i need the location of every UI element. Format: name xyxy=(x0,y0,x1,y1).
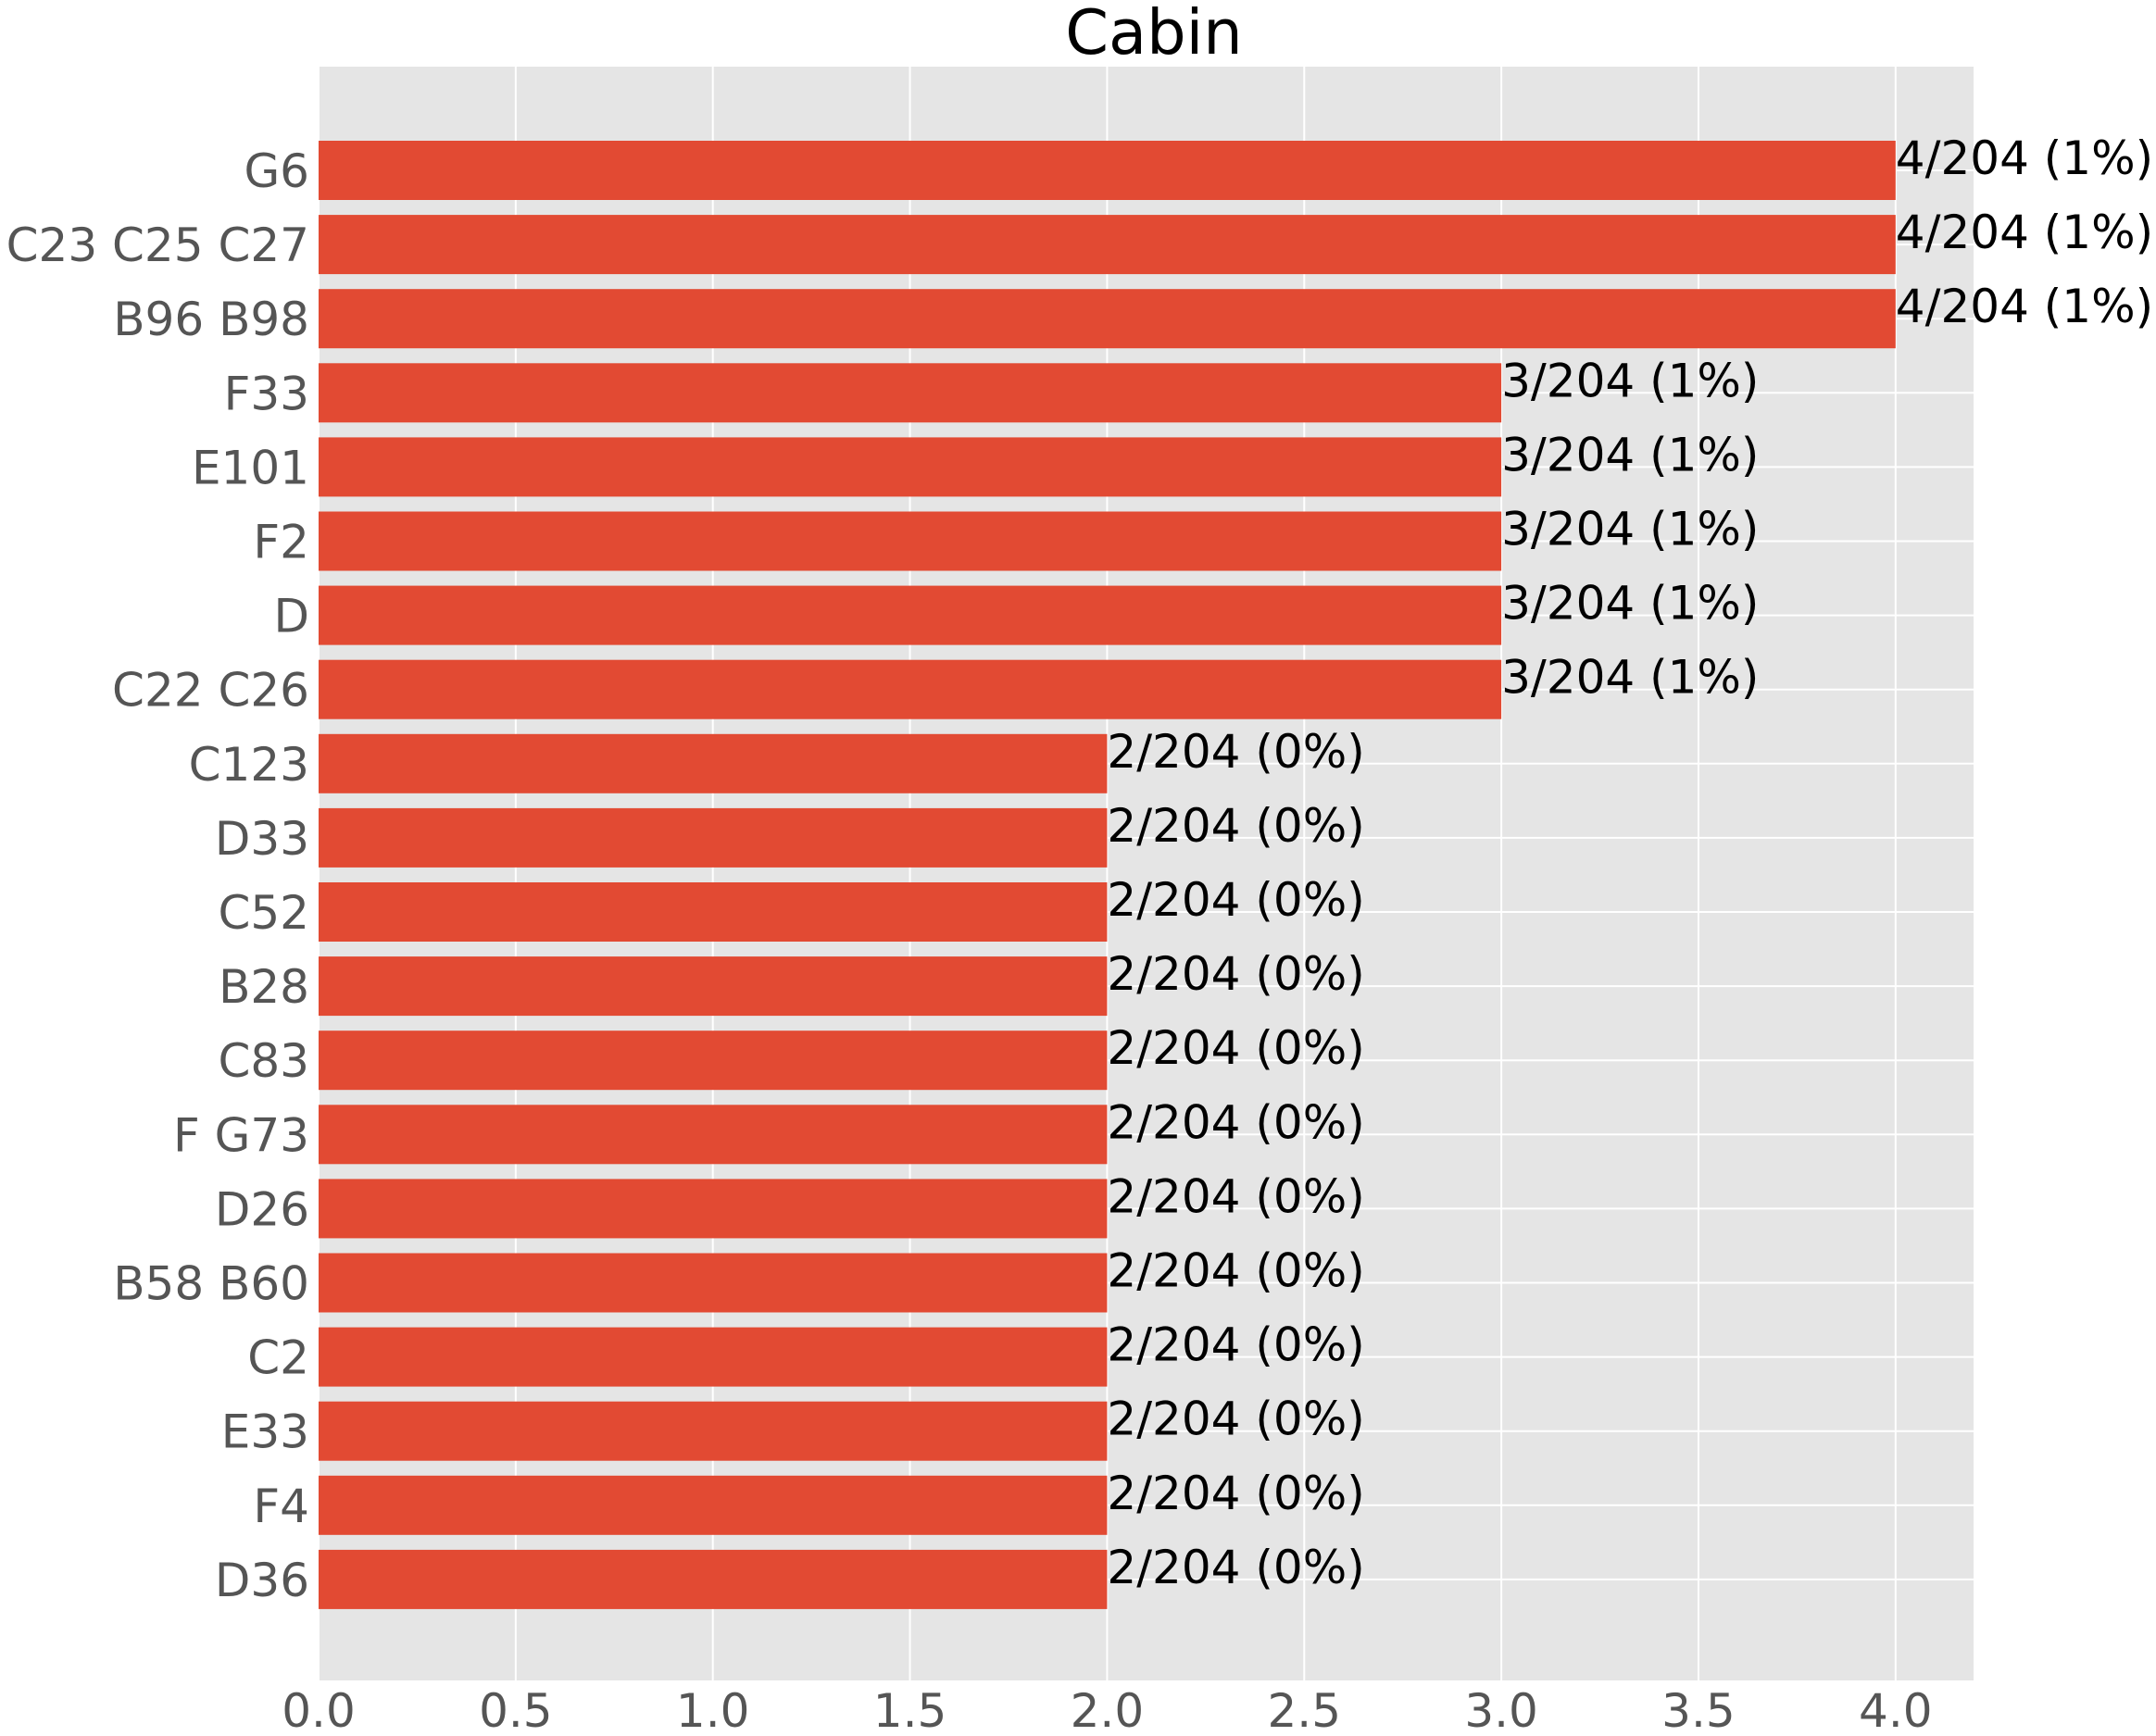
data-label: 3/204 (1%) xyxy=(1501,354,1759,407)
y-tick-label: C83 xyxy=(218,1034,309,1088)
data-label: 2/204 (0%) xyxy=(1107,799,1364,853)
bar xyxy=(319,1179,1108,1239)
bar xyxy=(319,215,1896,275)
x-tick-label: 1.0 xyxy=(676,1684,750,1736)
bar xyxy=(319,141,1896,200)
y-tick-label: E101 xyxy=(192,441,309,494)
data-label: 2/204 (0%) xyxy=(1107,873,1364,927)
data-labels: 4/204 (1%) 4/204 (1%) 4/204 (1%) 3/204 (1%)… xyxy=(1107,131,2153,1594)
bar xyxy=(319,1105,1108,1165)
bar xyxy=(319,1475,1108,1535)
x-tick-label: 1.5 xyxy=(873,1684,947,1736)
bar xyxy=(319,956,1108,1017)
y-tick-label: B28 xyxy=(219,960,309,1014)
bar xyxy=(319,289,1896,349)
data-label: 2/204 (0%) xyxy=(1107,1393,1364,1446)
y-tick-label: D36 xyxy=(215,1554,309,1607)
chart-title: Cabin xyxy=(1065,0,1242,69)
data-label: 2/204 (0%) xyxy=(1107,1467,1364,1520)
y-tick-label: F G73 xyxy=(173,1108,309,1162)
x-tick-label: 0.5 xyxy=(479,1684,553,1736)
data-label: 3/204 (1%) xyxy=(1501,428,1759,481)
data-label: 2/204 (0%) xyxy=(1107,1541,1364,1594)
x-tick-label: 0.0 xyxy=(282,1684,356,1736)
data-label: 2/204 (0%) xyxy=(1107,725,1364,779)
data-label: 4/204 (1%) xyxy=(1896,280,2153,333)
y-tick-label: D26 xyxy=(215,1182,309,1236)
x-tick-label: 2.0 xyxy=(1071,1684,1145,1736)
y-axis-tick-labels: G6 C23 C25 C27 B96 B98 F33 E101 F2 D C22 C26 C12… xyxy=(6,144,309,1607)
bar xyxy=(319,807,1108,868)
data-label: 4/204 (1%) xyxy=(1896,206,2153,259)
bar xyxy=(319,437,1502,497)
bar xyxy=(319,585,1502,645)
x-tick-label: 3.0 xyxy=(1464,1684,1538,1736)
bar xyxy=(319,733,1108,793)
data-label: 3/204 (1%) xyxy=(1501,577,1759,631)
data-label: 2/204 (0%) xyxy=(1107,947,1364,1001)
y-tick-label: C2 xyxy=(247,1331,309,1385)
y-tick-label: B58 B60 xyxy=(113,1257,309,1311)
x-tick-label: 3.5 xyxy=(1661,1684,1736,1736)
bar xyxy=(319,1030,1108,1091)
y-tick-label: C22 C26 xyxy=(112,664,309,718)
y-tick-label: C123 xyxy=(189,738,309,792)
data-label: 3/204 (1%) xyxy=(1501,651,1759,705)
y-tick-label: G6 xyxy=(244,144,309,198)
data-label: 2/204 (0%) xyxy=(1107,1318,1364,1372)
y-tick-label: C23 C25 C27 xyxy=(6,219,309,272)
data-label: 2/204 (0%) xyxy=(1107,1095,1364,1149)
data-label: 2/204 (0%) xyxy=(1107,1169,1364,1223)
y-tick-label: F33 xyxy=(224,367,309,420)
x-axis-tick-labels: 0.0 0.5 1.0 1.5 2.0 2.5 3.0 3.5 4.0 xyxy=(282,1684,1932,1736)
data-label: 2/204 (0%) xyxy=(1107,1021,1364,1075)
bar xyxy=(319,1253,1108,1313)
y-tick-label: F2 xyxy=(253,516,309,569)
x-tick-label: 4.0 xyxy=(1859,1684,1933,1736)
x-tick-label: 2.5 xyxy=(1267,1684,1341,1736)
bar xyxy=(319,659,1502,719)
y-tick-label: B96 B98 xyxy=(113,293,309,346)
bars xyxy=(319,141,1896,1609)
bar xyxy=(319,1549,1108,1609)
y-tick-label: E33 xyxy=(221,1405,309,1459)
y-tick-label: D33 xyxy=(215,812,309,866)
data-label: 3/204 (1%) xyxy=(1501,503,1759,556)
bar xyxy=(319,511,1502,571)
bar xyxy=(319,1401,1108,1461)
bar xyxy=(319,882,1108,942)
data-label: 4/204 (1%) xyxy=(1896,131,2153,185)
y-tick-label: D xyxy=(273,590,309,643)
y-tick-label: C52 xyxy=(218,886,309,940)
bar xyxy=(319,363,1502,423)
data-label: 2/204 (0%) xyxy=(1107,1244,1364,1298)
bar xyxy=(319,1327,1108,1387)
y-tick-label: F4 xyxy=(253,1480,309,1533)
